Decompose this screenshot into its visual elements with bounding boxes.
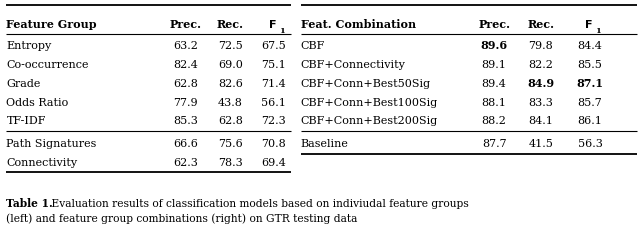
Text: 83.3: 83.3: [529, 97, 553, 107]
Text: 71.4: 71.4: [262, 78, 286, 88]
Text: Baseline: Baseline: [301, 138, 349, 148]
Text: CBF+Conn+Best100Sig: CBF+Conn+Best100Sig: [301, 97, 438, 107]
Text: 82.6: 82.6: [218, 78, 243, 88]
Text: 85.3: 85.3: [173, 116, 198, 126]
Text: 84.9: 84.9: [527, 78, 554, 89]
Text: Grade: Grade: [6, 78, 41, 88]
Text: 56.1: 56.1: [262, 97, 286, 107]
Text: 86.1: 86.1: [578, 116, 602, 126]
Text: 87.7: 87.7: [482, 138, 506, 148]
Text: Feature Group: Feature Group: [6, 19, 97, 30]
Text: 79.8: 79.8: [529, 41, 553, 51]
Text: 63.2: 63.2: [173, 41, 198, 51]
Text: 1: 1: [596, 27, 602, 34]
Text: CBF+Conn+Best50Sig: CBF+Conn+Best50Sig: [301, 78, 431, 88]
Text: CBF+Conn+Best200Sig: CBF+Conn+Best200Sig: [301, 116, 438, 126]
Text: 88.1: 88.1: [482, 97, 506, 107]
Text: 70.8: 70.8: [262, 138, 286, 148]
Text: 56.3: 56.3: [578, 138, 602, 148]
Text: 88.2: 88.2: [482, 116, 506, 126]
Text: 67.5: 67.5: [262, 41, 286, 51]
Text: 82.4: 82.4: [173, 60, 198, 70]
Text: 72.3: 72.3: [262, 116, 286, 126]
Text: 69.0: 69.0: [218, 60, 243, 70]
Text: $\mathbf{F}$: $\mathbf{F}$: [584, 18, 592, 30]
Text: Rec.: Rec.: [527, 19, 554, 30]
Text: CBF: CBF: [301, 41, 325, 51]
Text: Odds Ratio: Odds Ratio: [6, 97, 68, 107]
Text: Connectivity: Connectivity: [6, 157, 77, 167]
Text: Prec.: Prec.: [478, 19, 510, 30]
Text: 84.1: 84.1: [529, 116, 553, 126]
Text: Rec.: Rec.: [217, 19, 244, 30]
Text: $\mathbf{F}$: $\mathbf{F}$: [268, 18, 276, 30]
Text: 41.5: 41.5: [529, 138, 553, 148]
Text: 89.1: 89.1: [482, 60, 506, 70]
Text: 87.1: 87.1: [577, 78, 604, 89]
Text: Feat. Combination: Feat. Combination: [301, 19, 416, 30]
Text: TF-IDF: TF-IDF: [6, 116, 46, 126]
Text: 62.3: 62.3: [173, 157, 198, 167]
Text: CBF+Connectivity: CBF+Connectivity: [301, 60, 406, 70]
Text: 77.9: 77.9: [173, 97, 198, 107]
Text: 62.8: 62.8: [218, 116, 243, 126]
Text: Evaluation results of classification models based on indiviudal feature groups: Evaluation results of classification mod…: [48, 198, 468, 208]
Text: 78.3: 78.3: [218, 157, 243, 167]
Text: (left) and feature group combinations (right) on GTR testing data: (left) and feature group combinations (r…: [6, 213, 358, 223]
Text: 75.1: 75.1: [262, 60, 286, 70]
Text: 89.4: 89.4: [482, 78, 506, 88]
Text: 85.5: 85.5: [578, 60, 602, 70]
Text: 69.4: 69.4: [262, 157, 286, 167]
Text: 72.5: 72.5: [218, 41, 243, 51]
Text: 75.6: 75.6: [218, 138, 243, 148]
Text: 43.8: 43.8: [218, 97, 243, 107]
Text: Table 1.: Table 1.: [6, 197, 53, 208]
Text: 62.8: 62.8: [173, 78, 198, 88]
Text: 1: 1: [280, 27, 285, 34]
Text: Entropy: Entropy: [6, 41, 52, 51]
Text: Path Signatures: Path Signatures: [6, 138, 97, 148]
Text: 85.7: 85.7: [578, 97, 602, 107]
Text: Co-occurrence: Co-occurrence: [6, 60, 89, 70]
Text: 66.6: 66.6: [173, 138, 198, 148]
Text: 84.4: 84.4: [578, 41, 602, 51]
Text: 82.2: 82.2: [529, 60, 553, 70]
Text: Prec.: Prec.: [170, 19, 202, 30]
Text: 89.6: 89.6: [481, 40, 508, 51]
